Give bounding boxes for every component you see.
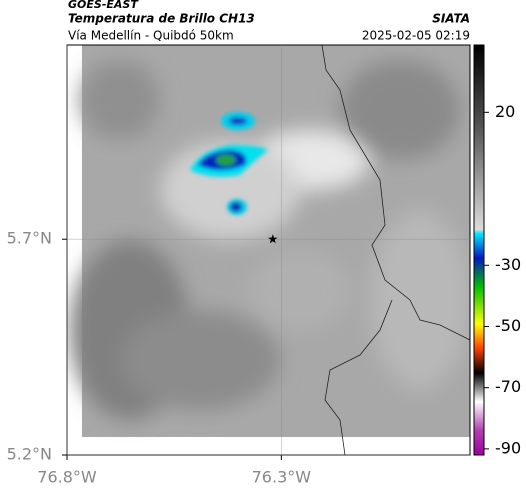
colorbar-label: 20 [495,102,515,121]
lat-label: 5.2°N [7,445,52,464]
colorbar-label: -50 [495,316,521,335]
subtitle: Vía Medellín - Quibdó 50km [68,29,234,43]
colorbar-label: -30 [495,255,521,274]
lat-label: 5.7°N [7,229,52,248]
location-marker [268,234,278,244]
datetime: 2025-02-05 02:19 [362,29,470,43]
boundary [321,45,470,455]
lon-label: 76.3°W [252,468,312,487]
colorbar [473,44,485,456]
colorbar-label: -70 [495,377,521,396]
title: Temperatura de Brillo CH13 [68,12,255,26]
map-area [67,45,470,455]
source: GOES-EAST [68,0,139,11]
lon-label: 76.8°W [37,468,97,487]
agency: SIATA [432,12,470,26]
colorbar-label: -90 [495,438,521,457]
